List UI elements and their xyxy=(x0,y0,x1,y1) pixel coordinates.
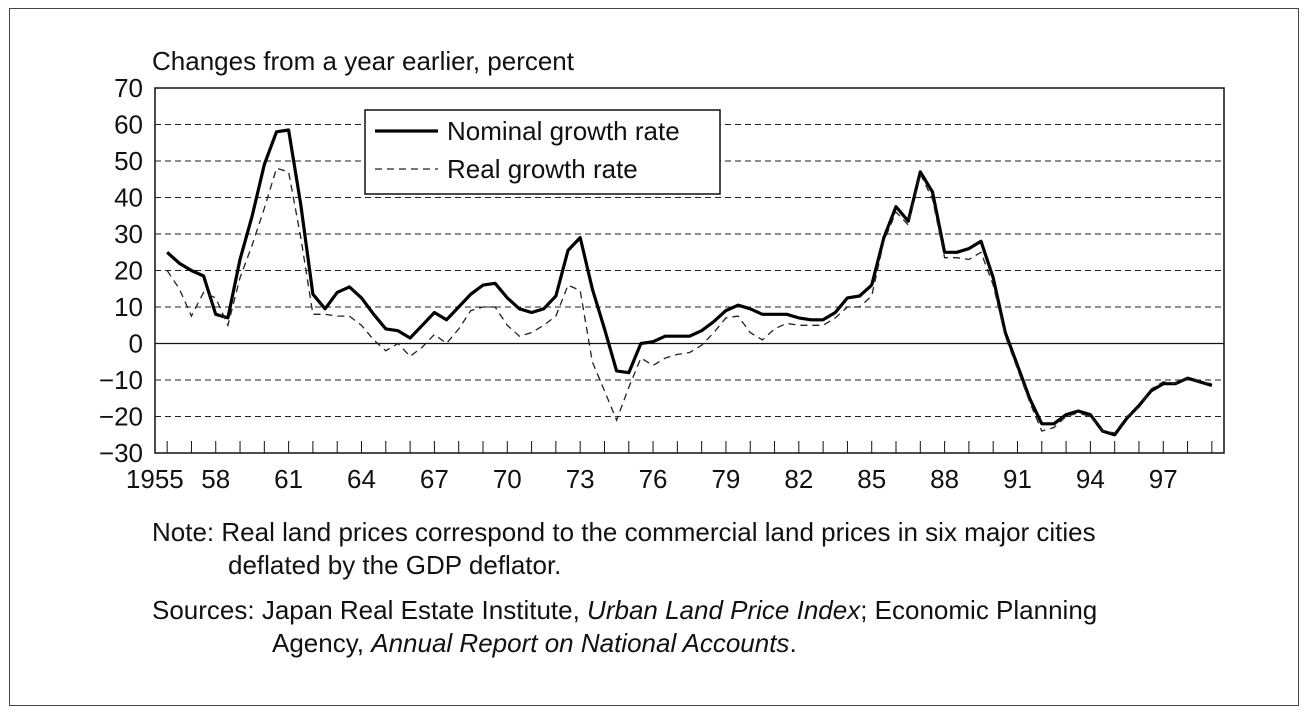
sources-part2: ; Economic Planning xyxy=(860,595,1098,625)
series-line-real-growth-rate xyxy=(166,167,1213,434)
y-tick-label: 30 xyxy=(114,219,143,249)
x-tick-label: 97 xyxy=(1149,464,1178,494)
note-text-line2: deflated by the GDP deflator. xyxy=(228,550,562,580)
y-tick-label: 50 xyxy=(114,146,143,176)
legend-label-nominal: Nominal growth rate xyxy=(447,116,680,146)
series-line-nominal-growth-rate xyxy=(166,128,1213,437)
y-tick-label: 70 xyxy=(114,73,143,103)
y-tick-label: −10 xyxy=(99,365,143,395)
y-axis-label: Changes from a year earlier, percent xyxy=(152,46,574,76)
x-tick-label: 67 xyxy=(420,464,449,494)
x-tick-label: 91 xyxy=(1003,464,1032,494)
sources-part3: Agency, xyxy=(272,628,365,658)
x-tick-label: 1955 xyxy=(126,464,184,494)
sources-title1: Urban Land Price Index xyxy=(587,595,861,625)
y-tick-label: 20 xyxy=(114,256,143,286)
note: Note: Real land prices correspond to the… xyxy=(152,516,1272,582)
figure-frame xyxy=(9,8,1299,706)
note-text-line1: Real land prices correspond to the comme… xyxy=(221,517,1096,547)
sources-part1: Japan Real Estate Institute, xyxy=(261,595,580,625)
y-tick-labels: 70 60 50 40 30 20 10 0 −10 −20 −30 xyxy=(99,73,143,468)
legend-box xyxy=(364,109,721,195)
y-tick-label: 60 xyxy=(114,110,143,140)
legend: Nominal growth rate Real growth rate xyxy=(364,109,721,195)
sources: Sources: Japan Real Estate Institute, Ur… xyxy=(152,594,1272,660)
x-tick-label: 61 xyxy=(274,464,303,494)
y-tick-label: 40 xyxy=(114,183,143,213)
x-tick-label: 76 xyxy=(639,464,668,494)
sources-title2: Annual Report on National Accounts xyxy=(371,628,790,658)
series-lines xyxy=(166,128,1213,437)
y-tick-label: −30 xyxy=(99,438,143,468)
x-tick-label: 82 xyxy=(784,464,813,494)
x-tick-label: 70 xyxy=(493,464,522,494)
x-tick-label: 88 xyxy=(930,464,959,494)
note-label: Note: xyxy=(152,517,215,547)
legend-label-real: Real growth rate xyxy=(447,154,638,184)
gridlines xyxy=(154,87,1225,454)
x-tick-label: 64 xyxy=(347,464,376,494)
y-tick-label: 0 xyxy=(129,329,143,359)
x-tick-label: 94 xyxy=(1076,464,1105,494)
x-axis-ticks: 1955 58 61 64 67 70 73 76 79 82 85 88 91 94 97 xyxy=(126,441,1213,494)
sources-label: Sources: xyxy=(152,595,255,625)
x-tick-label: 85 xyxy=(857,464,886,494)
y-tick-label: 10 xyxy=(114,292,143,322)
sources-part4: . xyxy=(789,628,797,658)
x-tick-label: 79 xyxy=(711,464,740,494)
x-tick-label: 58 xyxy=(201,464,230,494)
x-tick-label: 73 xyxy=(566,464,595,494)
y-tick-label: −20 xyxy=(99,402,143,432)
